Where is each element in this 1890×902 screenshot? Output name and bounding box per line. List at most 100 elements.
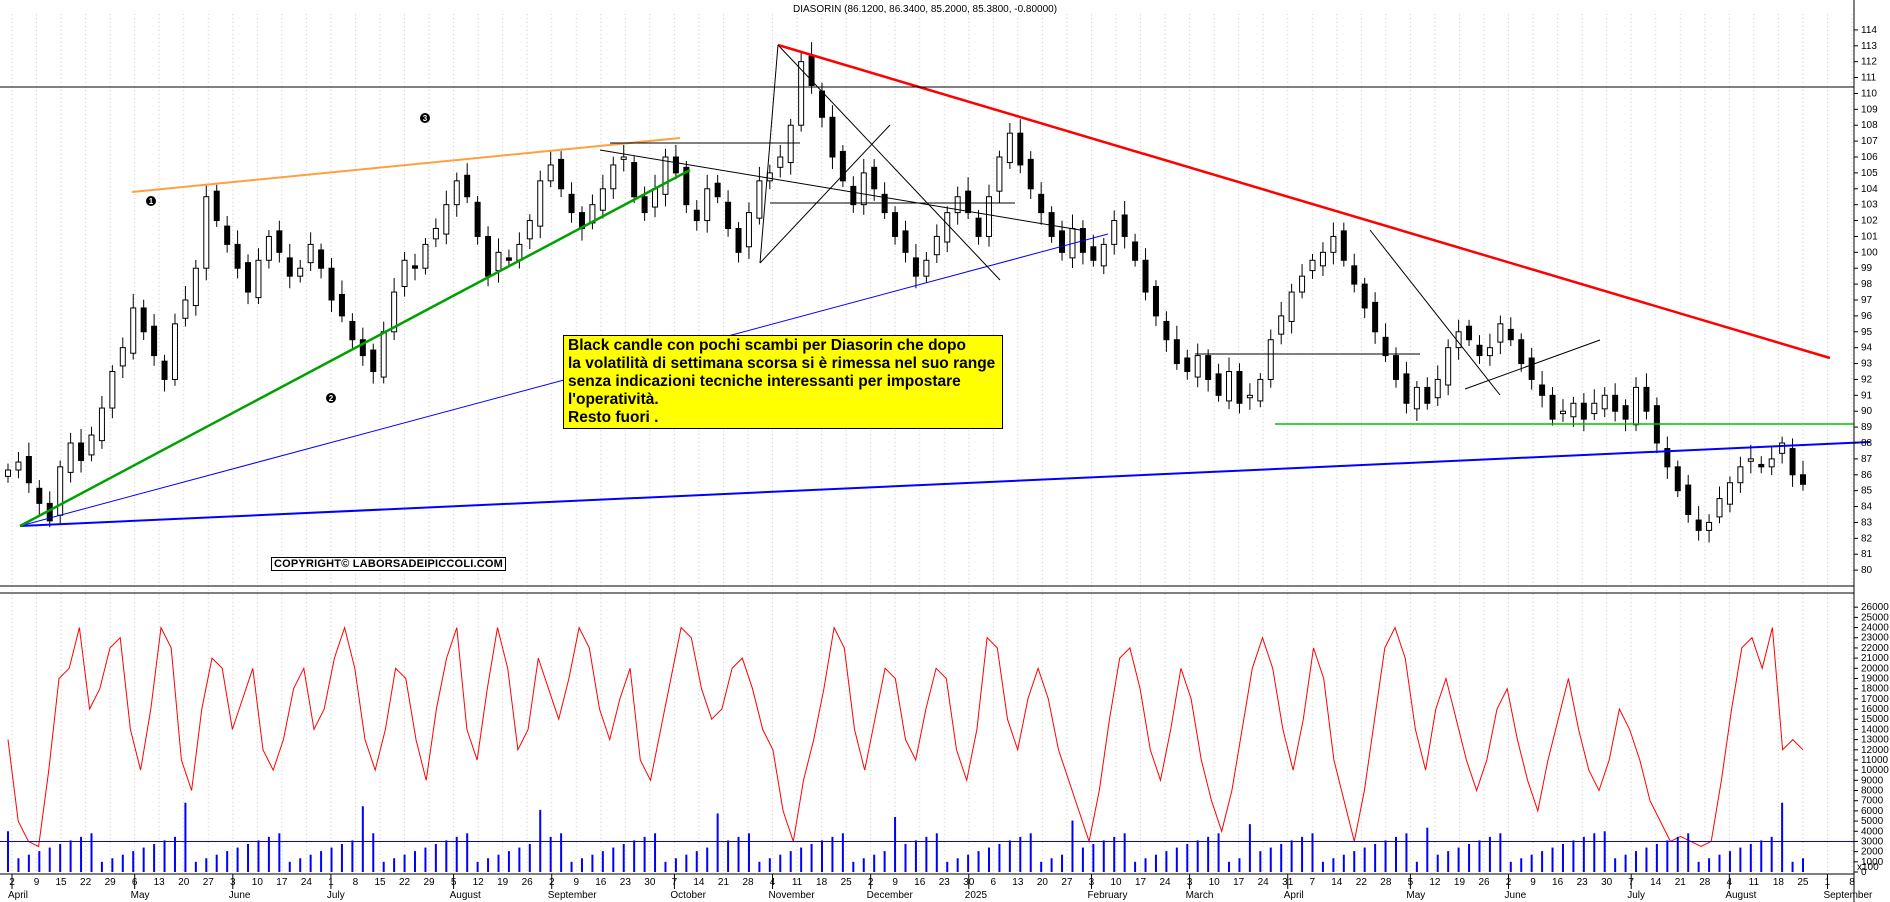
- candle-body: [1580, 402, 1587, 420]
- candle-body: [1267, 339, 1274, 380]
- candle-body: [318, 249, 325, 269]
- x-tick-label: 20: [178, 877, 190, 888]
- candle-body: [777, 156, 784, 168]
- y-tick-label: 2000: [1861, 847, 1884, 858]
- candle-body: [1674, 466, 1681, 492]
- candle-body: [25, 456, 32, 484]
- x-tick-label: 19: [497, 877, 509, 888]
- candle-body: [1330, 235, 1337, 253]
- candle-body: [975, 217, 982, 237]
- candle-body: [683, 166, 690, 206]
- month-label: November: [769, 890, 816, 901]
- x-tick-label: 11: [792, 877, 803, 888]
- chart-title: DIASORIN (86.1200, 86.3400, 85.2000, 85.…: [793, 4, 1057, 15]
- candle-body: [1476, 344, 1483, 357]
- downtrend-line: [777, 43, 1831, 360]
- candle-body: [1017, 132, 1024, 166]
- candle-body: [130, 307, 137, 354]
- fan-line: [1369, 229, 1501, 396]
- x-tick-label: 14: [693, 877, 705, 888]
- candle-body: [1006, 132, 1013, 164]
- x-tick-label: 10: [1110, 877, 1122, 888]
- candle-body: [286, 257, 293, 277]
- month-label: February: [1087, 890, 1127, 901]
- month-label: June: [1505, 890, 1527, 901]
- candle-body: [798, 61, 805, 126]
- candle-body: [1706, 521, 1713, 531]
- x-tick-label: 8: [1849, 877, 1855, 888]
- y-tick-label: 99: [1861, 263, 1873, 274]
- candle-body: [902, 230, 909, 253]
- candle-body: [1601, 394, 1608, 410]
- candle-body: [1612, 394, 1619, 412]
- candle-body: [443, 204, 450, 235]
- candle-body: [693, 209, 700, 222]
- candle-body: [1779, 442, 1786, 454]
- candle-body: [599, 188, 606, 211]
- candle-body: [67, 442, 74, 473]
- x-tick-label: 8: [353, 877, 359, 888]
- annotation-line: la volatilità di settimana scorsa si è r…: [568, 355, 996, 372]
- y-tick-label: 113: [1861, 41, 1877, 52]
- candle-body: [349, 320, 356, 341]
- x-tick-label: 12: [1429, 877, 1441, 888]
- candle-body: [432, 228, 439, 240]
- x-tick-label: 14: [1650, 877, 1662, 888]
- candle-body: [1163, 320, 1170, 341]
- y-tick-label: 100: [1861, 247, 1878, 258]
- candle-body: [735, 228, 742, 253]
- candle-body: [892, 212, 899, 237]
- candle-body: [203, 196, 210, 269]
- month-label: April: [1284, 890, 1304, 901]
- candle-body: [1800, 474, 1806, 485]
- candle-body: [1090, 246, 1097, 261]
- candle-body: [829, 116, 836, 158]
- y-tick-label: 24000: [1861, 623, 1889, 634]
- candle-body: [1466, 325, 1473, 341]
- candle-body: [839, 150, 846, 182]
- candle-body: [422, 243, 429, 269]
- candle-body: [464, 174, 471, 198]
- candle-body: [714, 182, 721, 198]
- candle-body: [558, 158, 565, 190]
- x-tick-label: 13: [1012, 877, 1024, 888]
- y-tick-label: 90: [1861, 406, 1873, 417]
- x-tick-label: 30: [1601, 877, 1613, 888]
- candle-body: [505, 257, 512, 261]
- candle-body: [359, 339, 366, 357]
- candle-body: [1215, 373, 1222, 396]
- month-label: June: [229, 890, 251, 901]
- candle-body: [5, 469, 11, 477]
- candle-body: [57, 466, 64, 516]
- candle-body: [1184, 357, 1191, 373]
- candle-body: [1340, 230, 1347, 261]
- candle-body: [401, 259, 408, 287]
- x-tick-label: 18: [816, 877, 828, 888]
- x-tick-label: 9: [573, 877, 579, 888]
- y-tick-label: 8000: [1861, 786, 1884, 797]
- candle-body: [338, 293, 345, 317]
- month-label: May: [1406, 890, 1425, 901]
- x-tick-label: 21: [718, 877, 730, 888]
- candle-body: [662, 156, 669, 195]
- candle-body: [1027, 158, 1034, 190]
- candle-body: [1434, 378, 1441, 399]
- month-label: September: [548, 890, 598, 901]
- candle-body: [1382, 336, 1389, 357]
- candle-body: [652, 188, 659, 208]
- y-tick-label: 5000: [1861, 816, 1884, 827]
- candle-body: [1319, 251, 1326, 267]
- candle-body: [1486, 347, 1493, 357]
- x-tick-label: 24: [1160, 877, 1172, 888]
- y-tick-label: 106: [1861, 152, 1878, 163]
- candle-body: [119, 347, 126, 367]
- x-tick-label: 9: [892, 877, 898, 888]
- y-tick-label: 96: [1861, 311, 1873, 322]
- oscillator-line: [7, 625, 1804, 848]
- candle-body: [516, 243, 523, 261]
- y-tick-label: 114: [1861, 25, 1877, 36]
- candle-body: [151, 325, 158, 357]
- x-tick-label: 10: [252, 877, 264, 888]
- x-tick-label: 15: [374, 877, 386, 888]
